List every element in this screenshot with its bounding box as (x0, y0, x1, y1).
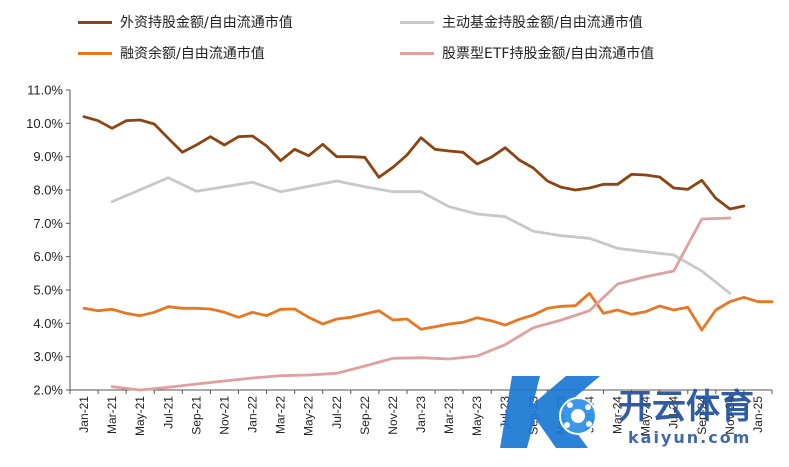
x-tick-label: Nov-24 (723, 396, 737, 435)
x-tick-label: Sep-22 (358, 396, 372, 435)
y-tick-label: 11.0% (27, 83, 63, 98)
kaiyun-k-soccer-logo (500, 376, 600, 448)
x-tick-label: May-24 (639, 396, 653, 436)
x-tick-label: Mar-22 (274, 396, 288, 434)
legend-label: 股票型ETF持股金额/自由流通市值 (442, 46, 655, 62)
watermark: 开云体育 kaiyun.com (500, 376, 754, 448)
y-tick-label: 9.0% (33, 149, 63, 164)
legend-label: 主动基金持股金额/自由流通市值 (442, 15, 643, 31)
series-line-0 (82, 115, 746, 211)
legend-item-margin-financing: 融资余额/自由流通市值 (78, 43, 265, 63)
legend-swatch (78, 51, 112, 55)
watermark-text: 开云体育 (618, 387, 754, 427)
legend-label: 外资持股金额/自由流通市值 (120, 15, 293, 31)
x-tick-label: Jan-22 (246, 396, 260, 433)
legend-item-foreign-holdings: 外资持股金额/自由流通市值 (78, 12, 293, 32)
legend-swatch (400, 51, 434, 55)
x-tick-label: Jul-22 (330, 396, 344, 429)
x-tick-label: Mar-23 (442, 396, 456, 434)
series-line-1 (110, 176, 732, 295)
x-tick-label: Jan-25 (751, 396, 765, 433)
y-tick-label: 6.0% (33, 249, 63, 264)
y-tick-label: 8.0% (33, 183, 63, 198)
x-tick-label: Mar-24 (611, 396, 625, 434)
y-tick-label: 7.0% (33, 216, 63, 231)
legend-swatch (78, 20, 112, 24)
x-tick-label: Jul-24 (667, 396, 681, 429)
x-tick-label: Jan-21 (77, 396, 91, 433)
x-tick-label: Jul-21 (161, 396, 175, 429)
legend-item-equity-etf: 股票型ETF持股金额/自由流通市值 (400, 43, 654, 63)
legend-swatch (400, 20, 434, 24)
x-tick-label: Nov-22 (386, 396, 400, 435)
x-tick-label: May-21 (133, 396, 147, 436)
legend-item-active-fund: 主动基金持股金额/自由流通市值 (400, 12, 643, 32)
y-tick-label: 2.0% (33, 383, 63, 398)
x-tick-label: Mar-21 (105, 396, 119, 434)
legend-label: 融资余额/自由流通市值 (120, 46, 265, 62)
series-lines (82, 115, 774, 392)
x-tick-label: May-23 (470, 396, 484, 436)
x-tick-label: Nov-21 (217, 396, 231, 435)
y-tick-label: 3.0% (33, 349, 63, 364)
x-tick-label: Sep-24 (695, 396, 709, 435)
x-tick-label: Jan-23 (414, 396, 428, 433)
y-tick-label: 5.0% (33, 283, 63, 298)
y-axis-ticks: 11.0% 10.0% 9.0% 8.0% 7.0% 6.0% 5.0% 4.0% 3.0% 2.… (26, 83, 70, 398)
series-line-2 (82, 291, 774, 332)
y-tick-label: 4.0% (33, 316, 63, 331)
y-tick-label: 10.0% (26, 116, 63, 131)
chart-axes (69, 90, 772, 391)
series-line-3 (110, 216, 732, 392)
watermark-subtext: kaiyun.com (628, 428, 751, 447)
x-tick-label: Sep-21 (189, 396, 203, 435)
x-tick-label: May-22 (302, 396, 316, 436)
